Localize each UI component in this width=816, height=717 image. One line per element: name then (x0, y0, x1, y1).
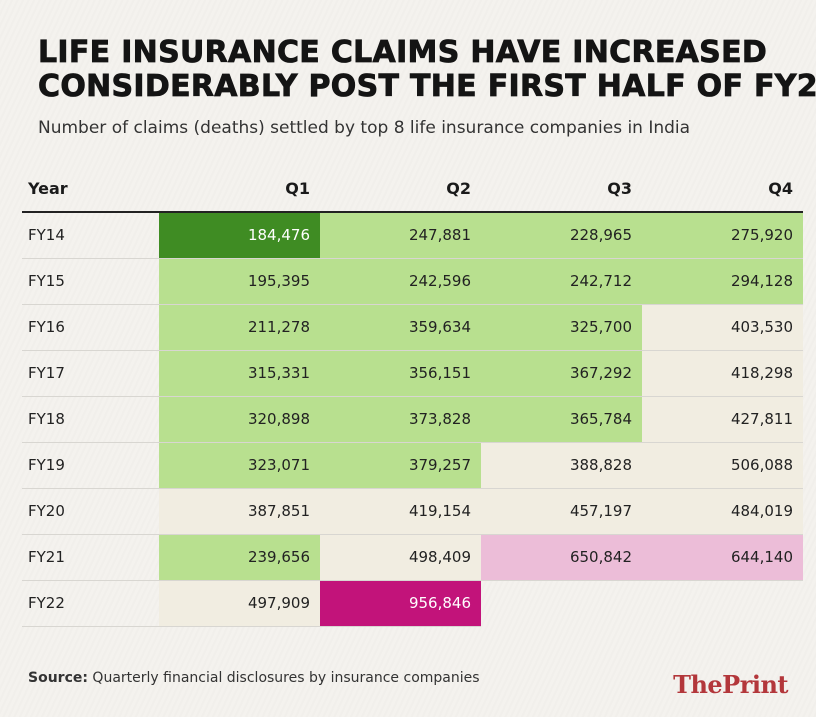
value-cell-q3: 388,828 (481, 442, 642, 489)
column-header-q1: Q1 (159, 166, 320, 213)
value-cell-q1: 211,278 (159, 304, 320, 351)
title-line-1: LIFE INSURANCE CLAIMS HAVE INCREASED (38, 35, 768, 70)
column-header-year: Year (22, 166, 159, 213)
table-row-fy22: FY22 497,909 956,846 (22, 580, 803, 627)
value-cell-q4: 275,920 (642, 212, 803, 259)
year-cell: FY17 (22, 350, 159, 397)
value-cell-q3 (481, 580, 642, 626)
value-cell-q1: 195,395 (159, 258, 320, 305)
value-cell-q2: 242,596 (320, 258, 481, 305)
value-cell-q3: 457,197 (481, 488, 642, 535)
value-cell-q4: 418,298 (642, 350, 803, 397)
column-header-q4: Q4 (642, 166, 803, 213)
source-note: Source: Quarterly financial disclosures … (28, 670, 480, 686)
table-row-fy15: FY15 195,395 242,596 242,712 294,128 (22, 258, 803, 305)
value-cell-q3: 228,965 (481, 212, 642, 259)
year-cell: FY21 (22, 534, 159, 581)
value-cell-q2: 247,881 (320, 212, 481, 259)
value-cell-q1: 320,898 (159, 396, 320, 443)
value-cell-q2: 359,634 (320, 304, 481, 351)
value-cell-q1: 239,656 (159, 534, 320, 581)
chart-title: LIFE INSURANCE CLAIMS HAVE INCREASED CON… (38, 35, 816, 104)
value-cell-q4 (642, 580, 803, 626)
year-cell: FY15 (22, 258, 159, 305)
value-cell-q4: 644,140 (642, 534, 803, 581)
claims-table: Year Q1 Q2 Q3 Q4 FY14 184,476 247,881 228,9… (22, 166, 803, 627)
value-cell-q4: 403,530 (642, 304, 803, 351)
table-row-fy16: FY16 211,278 359,634 325,700 403,530 (22, 304, 803, 351)
value-cell-q4: 484,019 (642, 488, 803, 535)
year-cell: FY22 (22, 580, 159, 627)
source-label: Source: (28, 670, 88, 686)
table-row-fy20: FY20 387,851 419,154 457,197 484,019 (22, 488, 803, 535)
value-cell-q1: 497,909 (159, 580, 320, 627)
table-row-fy18: FY18 320,898 373,828 365,784 427,811 (22, 396, 803, 443)
table-row-fy14: FY14 184,476 247,881 228,965 275,920 (22, 212, 803, 259)
source-text: Quarterly financial disclosures by insur… (92, 670, 480, 686)
value-cell-q1: 184,476 (159, 212, 320, 259)
value-cell-q2: 956,846 (320, 580, 481, 627)
year-cell: FY20 (22, 488, 159, 535)
table-row-fy21: FY21 239,656 498,409 650,842 644,140 (22, 534, 803, 581)
value-cell-q4: 506,088 (642, 442, 803, 489)
value-cell-q3: 650,842 (481, 534, 642, 581)
year-cell: FY18 (22, 396, 159, 443)
title-line-2: CONSIDERABLY POST THE FIRST HALF OF FY21 (38, 69, 816, 104)
value-cell-q3: 325,700 (481, 304, 642, 351)
value-cell-q2: 373,828 (320, 396, 481, 443)
year-cell: FY14 (22, 212, 159, 259)
column-header-q3: Q3 (481, 166, 642, 213)
value-cell-q2: 419,154 (320, 488, 481, 535)
value-cell-q4: 294,128 (642, 258, 803, 305)
year-cell: FY16 (22, 304, 159, 351)
table-row-fy19: FY19 323,071 379,257 388,828 506,088 (22, 442, 803, 489)
year-cell: FY19 (22, 442, 159, 489)
value-cell-q2: 498,409 (320, 534, 481, 581)
chart-subtitle: Number of claims (deaths) settled by top… (38, 118, 691, 138)
value-cell-q2: 379,257 (320, 442, 481, 489)
header-row: Year Q1 Q2 Q3 Q4 (22, 166, 803, 213)
value-cell-q1: 387,851 (159, 488, 320, 535)
value-cell-q4: 427,811 (642, 396, 803, 443)
value-cell-q1: 315,331 (159, 350, 320, 397)
value-cell-q3: 242,712 (481, 258, 642, 305)
value-cell-q2: 356,151 (320, 350, 481, 397)
value-cell-q3: 365,784 (481, 396, 642, 443)
table-body: FY14 184,476 247,881 228,965 275,920 FY15 195,… (22, 212, 803, 627)
value-cell-q3: 367,292 (481, 350, 642, 397)
column-header-q2: Q2 (320, 166, 481, 213)
table-row-fy17: FY17 315,331 356,151 367,292 418,298 (22, 350, 803, 397)
value-cell-q1: 323,071 (159, 442, 320, 489)
theprint-logo: ThePrint (673, 670, 788, 699)
